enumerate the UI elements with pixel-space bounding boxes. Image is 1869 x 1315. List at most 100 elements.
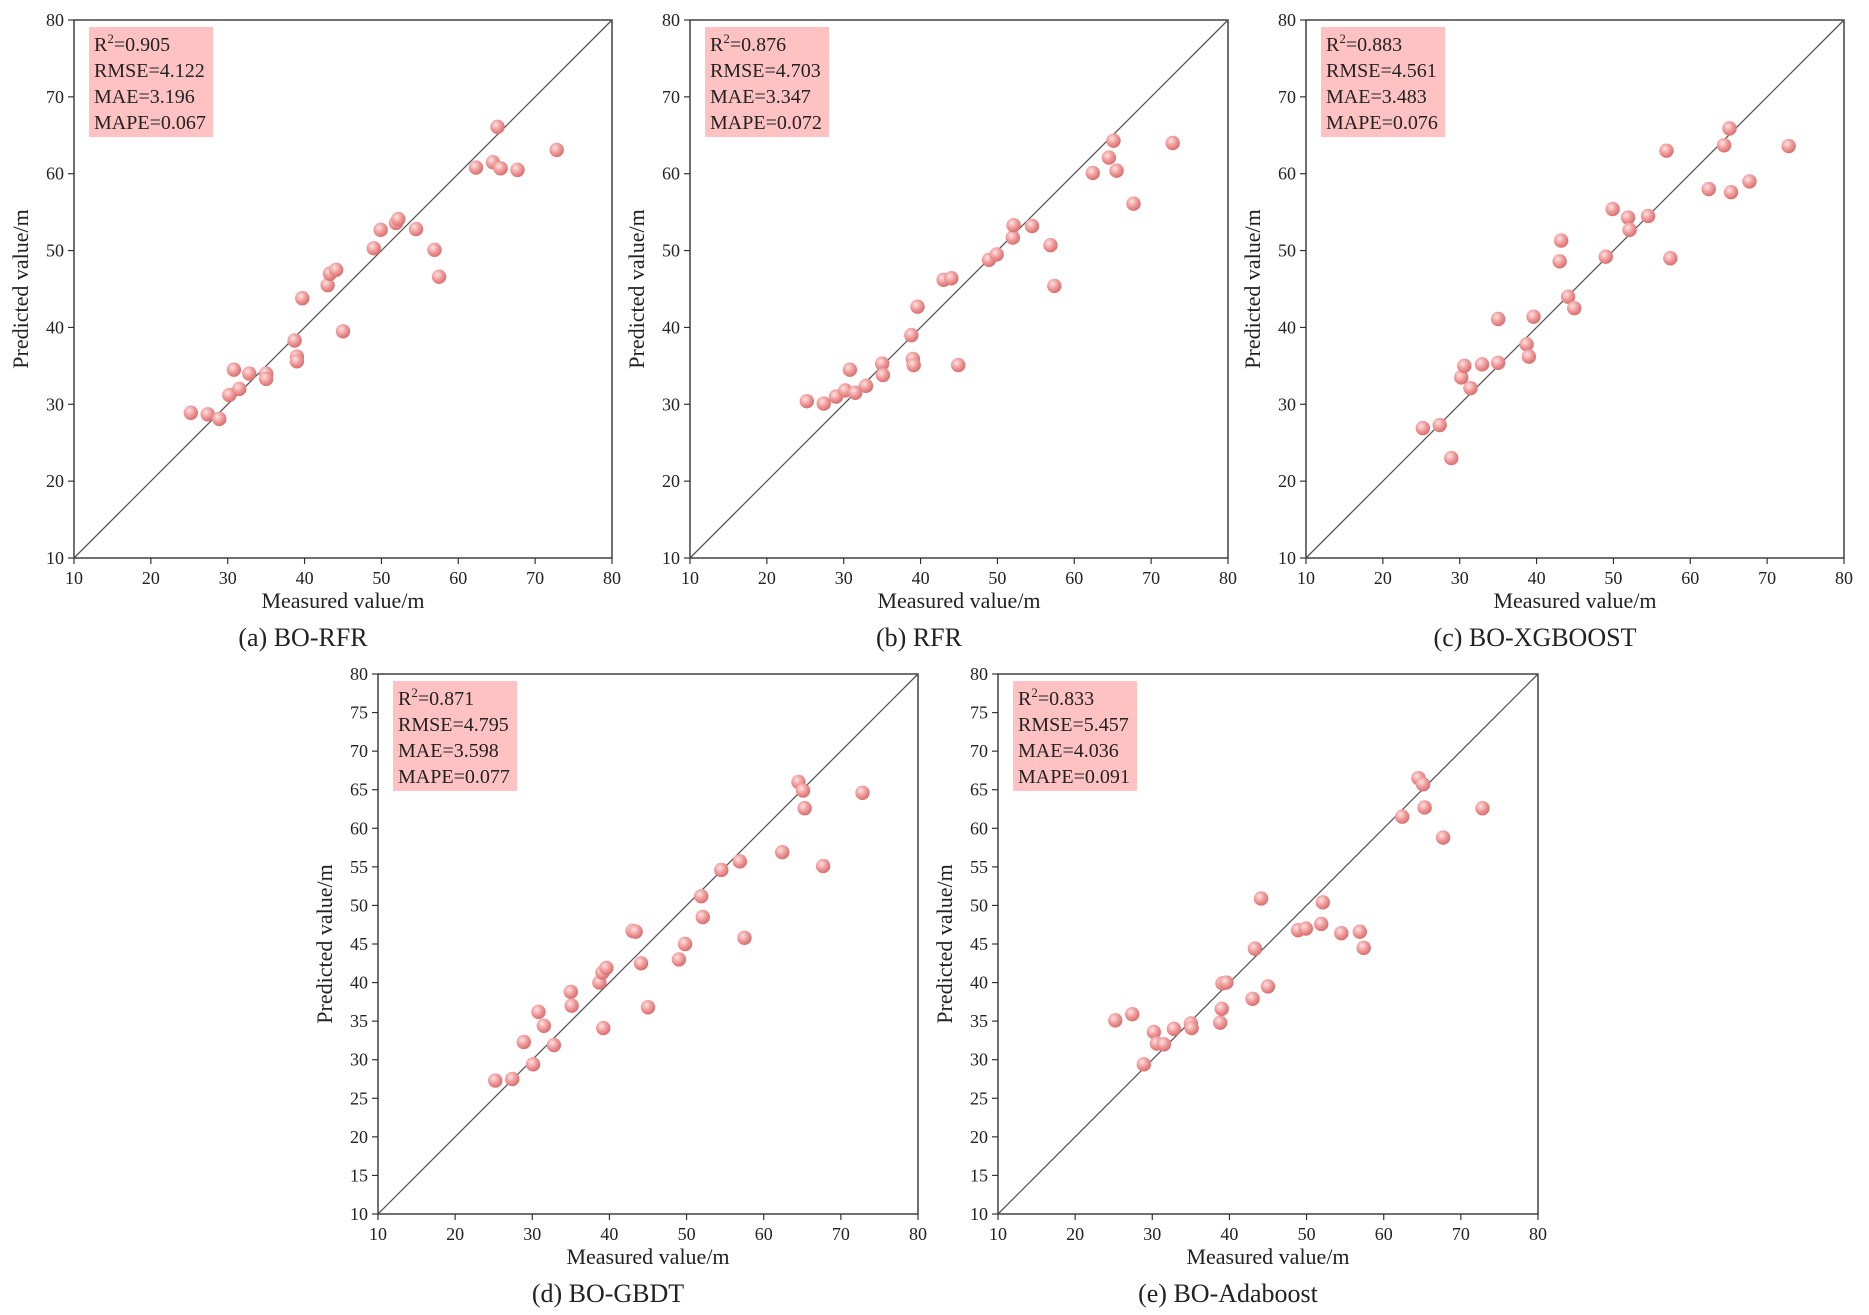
data-point (431, 269, 447, 284)
y-tick-label: 10 (970, 1204, 988, 1224)
x-tick-label: 70 (832, 1224, 850, 1244)
data-point (468, 160, 484, 175)
metrics-box (1321, 27, 1445, 137)
x-tick-label: 10 (65, 568, 83, 588)
metric-rmse: RMSE=4.795 (398, 714, 509, 736)
data-point (1314, 916, 1329, 932)
data-point (1663, 251, 1678, 266)
data-point (1722, 121, 1737, 136)
x-tick-label: 30 (835, 568, 853, 588)
metrics-box (705, 27, 829, 137)
y-tick-label: 35 (970, 1011, 988, 1031)
data-point (944, 271, 959, 286)
panel-caption: (e) BO-Adaboost (1138, 1279, 1319, 1308)
y-tick-label: 80 (662, 10, 680, 30)
data-point (1219, 975, 1234, 990)
data-point (287, 333, 302, 348)
data-point (1519, 337, 1534, 352)
data-point (1106, 133, 1121, 148)
data-point (875, 367, 891, 383)
data-point (549, 142, 564, 158)
data-point (1165, 135, 1180, 151)
data-point (633, 956, 649, 971)
x-tick-label: 80 (1835, 568, 1853, 588)
y-tick-label: 50 (1278, 241, 1296, 261)
data-point (373, 222, 388, 238)
data-point (910, 299, 925, 314)
metrics-box (1013, 681, 1137, 791)
x-tick-label: 60 (755, 1224, 773, 1244)
data-point (1567, 301, 1582, 316)
data-point (328, 262, 344, 277)
y-tick-label: 25 (350, 1088, 368, 1108)
data-point (226, 362, 242, 377)
y-tick-label: 60 (1278, 164, 1296, 184)
data-point (1457, 358, 1472, 374)
x-tick-label: 50 (372, 568, 390, 588)
data-point (289, 354, 305, 369)
data-point (1352, 924, 1368, 939)
data-point (1166, 1021, 1182, 1037)
ideal-fit-line (1305, 19, 1845, 559)
y-tick-label: 80 (46, 10, 64, 30)
metric-mape: MAPE=0.072 (710, 112, 822, 134)
data-point (1109, 163, 1124, 178)
y-tick-label: 20 (1278, 471, 1296, 491)
data-point (1474, 357, 1490, 372)
y-tick-label: 30 (1278, 394, 1296, 414)
data-point (546, 1037, 562, 1053)
ideal-fit-line (997, 673, 1539, 1215)
data-point (258, 371, 274, 387)
data-point (1560, 289, 1576, 304)
plot-area (73, 19, 613, 559)
data-point (1085, 165, 1100, 181)
x-tick-label: 70 (1142, 568, 1160, 588)
y-tick-label: 60 (970, 818, 988, 838)
x-tick-label: 80 (1219, 568, 1237, 588)
metric-mape: MAPE=0.077 (398, 766, 510, 788)
y-tick-label: 30 (970, 1050, 988, 1070)
data-point (1101, 150, 1117, 165)
data-point (1742, 174, 1757, 189)
data-point (391, 211, 406, 227)
chart-panel-1: 10 20 30 40 50 60 70 80 10 20 30 40 50 60 70 80 Measured… (8, 10, 621, 652)
x-tick-label: 20 (1066, 1224, 1084, 1244)
y-tick-label: 10 (46, 548, 64, 568)
data-point (775, 845, 790, 860)
data-point (1620, 210, 1636, 225)
metric-r2: R2=0.871 (398, 685, 474, 710)
x-axis-title: Measured value/m (1186, 1244, 1349, 1269)
y-axis-title: Predicted value/m (312, 864, 337, 1023)
x-tick-label: 50 (988, 568, 1006, 588)
data-point (855, 785, 870, 800)
data-point (493, 161, 508, 176)
metric-r2: R2=0.905 (94, 31, 170, 56)
x-tick-label: 10 (1297, 568, 1315, 588)
y-tick-label: 65 (350, 780, 368, 800)
data-point (1047, 278, 1062, 294)
y-tick-label: 45 (970, 934, 988, 954)
data-point (1444, 450, 1459, 466)
x-tick-label: 60 (1681, 568, 1699, 588)
data-point (815, 858, 831, 874)
data-point (1781, 138, 1796, 154)
y-axis-title: Predicted value/m (624, 209, 649, 368)
data-point (1659, 143, 1674, 158)
y-tick-label: 55 (970, 857, 988, 877)
x-tick-label: 60 (1375, 1224, 1393, 1244)
x-tick-label: 70 (1452, 1224, 1470, 1244)
data-point (295, 291, 310, 306)
data-point (200, 407, 215, 422)
data-point (1521, 349, 1537, 364)
y-tick-label: 20 (970, 1127, 988, 1147)
x-tick-label: 30 (523, 1224, 541, 1244)
data-point (563, 984, 579, 1000)
x-tick-label: 20 (446, 1224, 464, 1244)
y-tick-label: 75 (350, 703, 368, 723)
y-tick-label: 70 (46, 87, 64, 107)
y-tick-label: 15 (350, 1165, 368, 1185)
metrics-box (89, 27, 213, 137)
data-point (677, 936, 693, 952)
metric-mape: MAPE=0.076 (1326, 112, 1438, 134)
x-tick-label: 10 (681, 568, 699, 588)
